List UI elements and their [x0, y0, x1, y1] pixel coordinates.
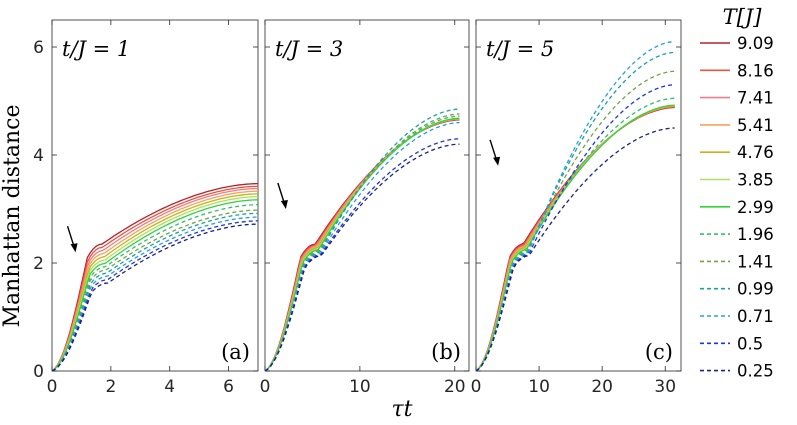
y-tick-label: 2 — [33, 254, 44, 274]
panel-tag: (b) — [431, 340, 461, 364]
series-line-7.41 — [475, 105, 675, 372]
series-line-0.71 — [475, 40, 675, 372]
y-tick-label: 0 — [33, 362, 44, 382]
panel-title: t/J = 3 — [275, 37, 343, 61]
series-line-5.41 — [475, 105, 675, 372]
legend-title: T[J] — [723, 5, 763, 29]
y-axis-label: Manhattan distance — [0, 105, 25, 328]
series-line-1.41 — [475, 70, 675, 372]
series-line-5.41 — [264, 118, 460, 372]
series-line-9.09 — [475, 106, 675, 372]
series-line-1.96 — [475, 97, 675, 372]
series-line-3.85 — [475, 104, 675, 372]
series-line-1.96 — [264, 115, 460, 372]
panel-frame — [264, 19, 470, 372]
legend-label-3.85: 3.85 — [737, 171, 774, 190]
panels: 0 2 4 6 0 2 4 6 t/J = 1 (a) 0 10 20 t/J = 3 (b) 0 10 20 30… — [33, 19, 682, 397]
legend: T[J] 9.09 8.16 7.41 5.41 4.76 3.85 2.99 1.96 1.41… — [700, 5, 774, 381]
series-line-0.99 — [264, 108, 460, 372]
panel-3: 0 10 20 30 t/J = 5 (c) — [471, 19, 682, 397]
series-line-9.09 — [51, 182, 259, 372]
series-line-7.41 — [51, 187, 258, 372]
x-tick-label: 0 — [47, 377, 58, 397]
series-line-0.5 — [264, 138, 460, 372]
panel-frame — [51, 19, 259, 372]
series-line-8.16 — [475, 106, 675, 372]
series-line-2.99 — [264, 117, 460, 372]
x-tick-label: 2 — [105, 377, 116, 397]
panel-tag: (c) — [645, 340, 673, 364]
series-line-7.41 — [264, 118, 460, 372]
series-line-3.85 — [51, 195, 258, 372]
annotation-arrowhead — [280, 200, 288, 209]
series-line-9.09 — [264, 119, 460, 372]
series-line-4.76 — [264, 118, 460, 372]
legend-label-1.41: 1.41 — [737, 252, 774, 271]
series-line-0.5 — [475, 84, 675, 372]
series-line-2.99 — [51, 199, 259, 372]
panel-tag: (a) — [221, 340, 250, 364]
panel-title: t/J = 1 — [62, 37, 130, 61]
legend-label-0.99: 0.99 — [737, 280, 774, 299]
legend-label-1.96: 1.96 — [737, 225, 774, 244]
x-tick-label: 0 — [260, 377, 271, 397]
series-line-0.25 — [51, 223, 259, 372]
legend-label-0.5: 0.5 — [737, 334, 763, 353]
legend-label-5.41: 5.41 — [737, 116, 774, 135]
x-tick-label: 10 — [349, 377, 371, 397]
x-tick-label: 0 — [471, 377, 482, 397]
legend-label-2.99: 2.99 — [737, 198, 774, 217]
x-tick-label: 30 — [654, 377, 676, 397]
series-line-0.25 — [475, 127, 675, 372]
x-tick-label: 20 — [591, 377, 613, 397]
y-tick-label: 4 — [33, 146, 44, 166]
x-tick-label: 6 — [223, 377, 234, 397]
series-line-5.41 — [51, 190, 258, 372]
legend-label-4.76: 4.76 — [737, 143, 774, 162]
panel-1: 0 2 4 6 0 2 4 6 t/J = 1 (a) — [33, 19, 259, 397]
series-line-0.99 — [51, 212, 259, 372]
series-line-8.16 — [51, 185, 259, 372]
series-line-1.41 — [51, 209, 258, 372]
series-line-0.71 — [51, 216, 258, 372]
series-line-8.16 — [264, 118, 460, 372]
series-line-2.99 — [475, 104, 675, 372]
legend-label-7.41: 7.41 — [737, 89, 774, 108]
annotation-arrowhead — [70, 243, 78, 253]
legend-label-8.16: 8.16 — [737, 61, 774, 80]
panel-title: t/J = 5 — [486, 37, 554, 61]
x-tick-label: 10 — [528, 377, 550, 397]
series-line-1.41 — [264, 113, 460, 372]
series-line-3.85 — [264, 117, 460, 372]
series-line-0.25 — [264, 143, 460, 372]
legend-label-0.25: 0.25 — [737, 362, 774, 381]
series-line-0.99 — [475, 51, 675, 372]
x-tick-label: 4 — [164, 377, 175, 397]
series-line-0.71 — [264, 121, 460, 372]
series-line-0.5 — [51, 220, 258, 372]
panel-frame — [475, 19, 682, 372]
series-line-1.96 — [51, 204, 258, 372]
series-line-4.76 — [51, 193, 258, 372]
annotation-arrowhead — [493, 156, 501, 166]
x-axis-label: τt — [391, 397, 412, 422]
legend-label-9.09: 9.09 — [737, 34, 774, 53]
x-tick-label: 20 — [444, 377, 466, 397]
series-line-4.76 — [475, 105, 675, 372]
legend-label-0.71: 0.71 — [737, 307, 774, 326]
y-tick-label: 6 — [33, 38, 44, 58]
panel-2: 0 10 20 t/J = 3 (b) — [260, 19, 470, 397]
